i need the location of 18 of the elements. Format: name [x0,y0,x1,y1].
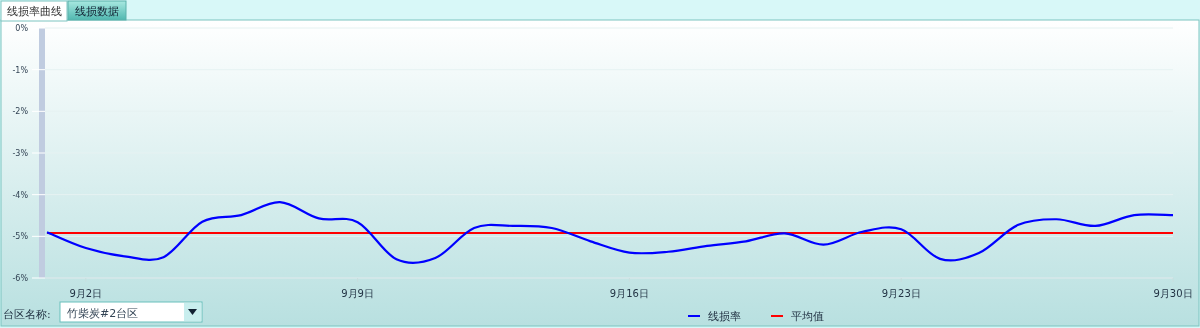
x-tick-label: 9月16日 [609,288,649,299]
y-tick-label: -4% [12,190,29,200]
y-tick-label: -2% [12,107,29,117]
y-tick-label: -3% [12,149,29,158]
x-tick-label: 9月2日 [69,288,103,299]
text: 竹柴炭#2台区 [67,307,139,320]
legend-label: 平均值 [791,310,824,323]
x-tick-label: 9月30日 [1153,288,1193,299]
y-tick-label: -1% [12,65,29,75]
y-tick-label: -5% [12,232,29,242]
legend-label: 线损率 [708,310,741,323]
y-tick-label: 0% [15,24,29,33]
text: 线损数据 [75,5,119,18]
text: 台区名称: [3,308,51,321]
chart-title: 线损率曲线 [6,5,62,18]
x-tick-label: 9月9日 [341,288,374,299]
y-tick-label: -6% [12,274,29,283]
x-tick-label: 9月23日 [881,288,921,299]
